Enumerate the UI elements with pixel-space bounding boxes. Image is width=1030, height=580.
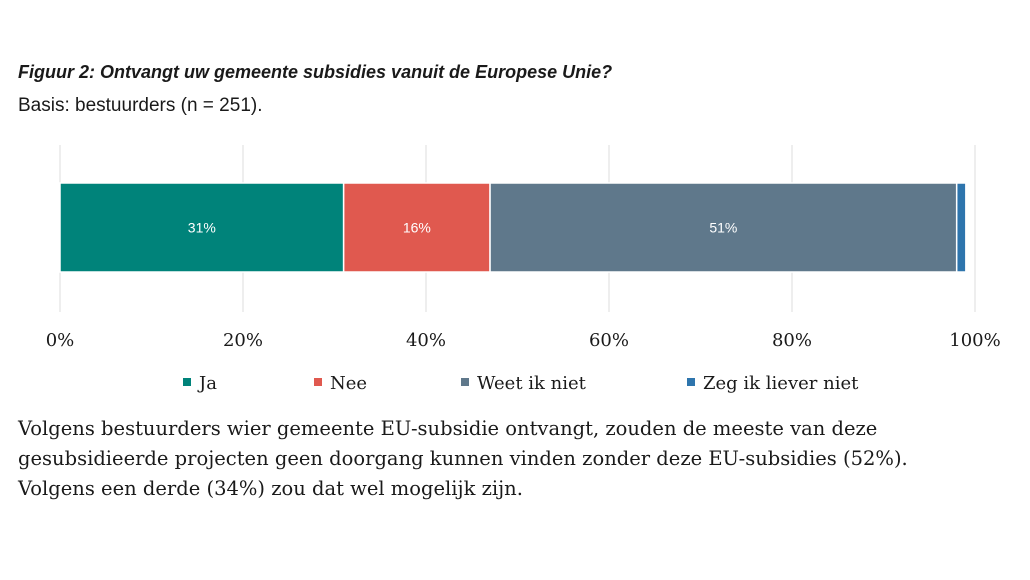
bars: [59, 182, 967, 273]
bar-segment-3: [955, 182, 967, 273]
tick-label-4: 80%: [772, 330, 812, 351]
stacked-bar-chart: 31% 16% 51% 0% 20% 40% 60% 80% 100% Ja Nee Weet i…: [46, 145, 1001, 394]
body-text: Volgens bestuurders wier gemeente EU-sub…: [18, 414, 1018, 504]
legend-label-1: Nee: [330, 373, 367, 394]
tick-labels: 0% 20% 40% 60% 80% 100%: [46, 330, 1001, 351]
bar-label-0: 31%: [188, 220, 216, 236]
body-text-line-1: Volgens bestuurders wier gemeente EU-sub…: [18, 417, 878, 440]
tick-label-1: 20%: [223, 330, 263, 351]
tick-label-5: 100%: [949, 330, 1000, 351]
bar-label-2: 51%: [709, 220, 737, 236]
figure-subtitle: Basis: bestuurders (n = 251).: [18, 95, 263, 116]
figure-title: Figuur 2: Ontvangt uw gemeente subsidies…: [18, 62, 613, 82]
legend-label-0: Ja: [197, 373, 217, 394]
bar-segment-2: [489, 182, 958, 273]
tick-label-3: 60%: [589, 330, 629, 351]
legend-swatch-0: [183, 378, 191, 386]
bar-segment-1: [342, 182, 491, 273]
legend: Ja Nee Weet ik niet Zeg ik liever niet: [183, 373, 859, 394]
body-text-line-3: Volgens een derde (34%) zou dat wel moge…: [18, 477, 523, 500]
legend-label-2: Weet ik niet: [477, 373, 587, 394]
body-text-line-2: gesubsidieerde projecten geen doorgang k…: [18, 447, 908, 470]
legend-swatch-1: [314, 378, 322, 386]
legend-label-3: Zeg ik liever niet: [703, 373, 859, 394]
bar-segment-0: [59, 182, 345, 273]
bar-labels: 31% 16% 51%: [188, 220, 738, 236]
bar-label-1: 16%: [403, 220, 431, 236]
tick-label-2: 40%: [406, 330, 446, 351]
tick-label-0: 0%: [46, 330, 75, 351]
legend-swatch-2: [461, 378, 469, 386]
legend-swatch-3: [687, 378, 695, 386]
